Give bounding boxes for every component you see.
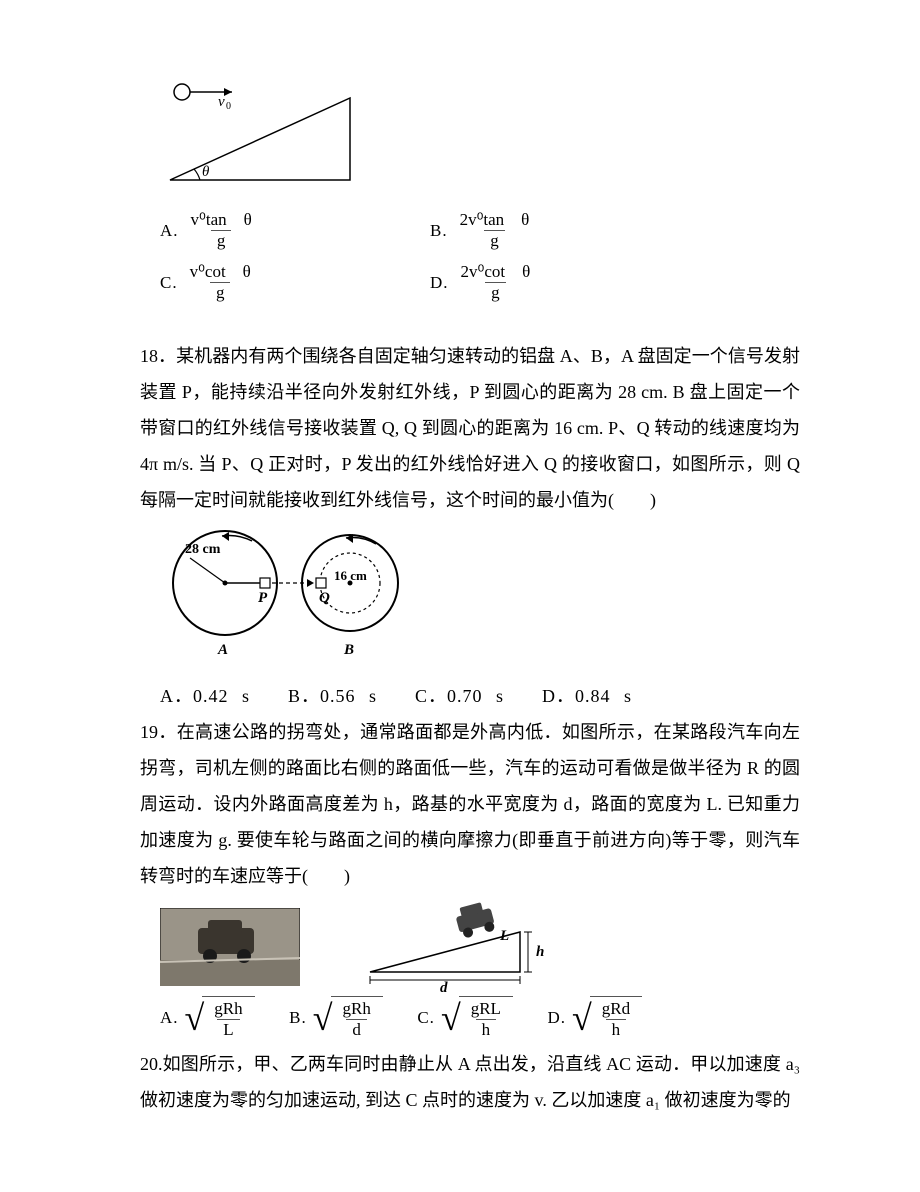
option-label: B. xyxy=(289,1001,307,1035)
q17-options-row2: C. v⁰cot θ g D. 2v⁰cot θ g xyxy=(160,262,800,304)
svg-text:P: P xyxy=(258,590,268,606)
denominator: h xyxy=(606,1019,627,1040)
q18-text: 18．某机器内有两个围绕各自固定轴匀速转动的铝盘 A、B，A 盘固定一个信号发射… xyxy=(140,338,800,518)
numerator: 2v⁰cot θ xyxy=(455,262,537,282)
option-label: C. xyxy=(417,1001,435,1035)
svg-text:L: L xyxy=(499,928,509,944)
svg-text:θ: θ xyxy=(202,164,210,180)
sqrt-icon: √ xyxy=(441,1000,461,1045)
q19-option-B: B. √ gRh d xyxy=(289,996,383,1041)
option-label: D. xyxy=(430,266,449,300)
sqrt-icon: √ xyxy=(572,1000,592,1045)
q18-option-B: B．0.56 s xyxy=(288,686,377,706)
fraction: v⁰cot θ g xyxy=(184,262,257,304)
option-label: B. xyxy=(430,214,448,248)
svg-text:A: A xyxy=(217,642,228,658)
sqrt: √ gRh L xyxy=(185,996,255,1041)
q17-option-A: A. v⁰tan θ g xyxy=(160,210,430,252)
sqrt: √ gRL h xyxy=(441,996,513,1041)
q17-option-B: B. 2v⁰tan θ g xyxy=(430,210,700,252)
q19-option-A: A. √ gRh L xyxy=(160,996,255,1041)
numerator: v⁰tan θ xyxy=(185,210,258,230)
option-label: A. xyxy=(160,214,179,248)
q19-body: 在高速公路的拐弯处，通常路面都是外高内低．如图所示，在某路段汽车向左拐弯，司机左… xyxy=(140,722,800,886)
numerator: gRh xyxy=(208,999,248,1019)
q19-options: A. √ gRh L B. √ gRh d xyxy=(160,996,800,1041)
fraction: v⁰tan θ g xyxy=(185,210,258,252)
svg-text:28 cm: 28 cm xyxy=(185,542,221,557)
denominator: d xyxy=(346,1019,367,1040)
denominator: h xyxy=(476,1019,497,1040)
denominator: g xyxy=(210,282,231,303)
q20-text: 20.如图所示，甲、乙两车同时由静止从 A 点出发，沿直线 AC 运动．甲以加速… xyxy=(140,1046,800,1118)
denominator: g xyxy=(485,282,506,303)
numerator: gRL xyxy=(465,999,507,1019)
q17-option-C: C. v⁰cot θ g xyxy=(160,262,430,304)
sqrt-icon: √ xyxy=(185,1000,205,1045)
q19-incline-svg: L h d xyxy=(360,902,570,992)
q19-number: 19． xyxy=(140,722,177,742)
svg-text:d: d xyxy=(440,980,448,992)
page: v 0 θ A. v⁰tan θ g B. 2v⁰tan θ g C. xyxy=(0,0,920,1192)
sqrt: √ gRh d xyxy=(313,996,383,1041)
q19-figures: L h d xyxy=(160,902,800,992)
q19-option-D: D. √ gRd h xyxy=(547,996,642,1041)
svg-text:v: v xyxy=(218,94,225,110)
q18-figure: P 28 cm A Q 16 cm B xyxy=(160,528,800,670)
q20-number: 20. xyxy=(140,1054,163,1074)
svg-text:0: 0 xyxy=(226,101,231,112)
q18-options: A．0.42 s B．0.56 s C．0.70 s D．0.84 s xyxy=(160,678,800,714)
q18-option-C: C．0.70 s xyxy=(415,686,504,706)
fraction: 2v⁰tan θ g xyxy=(454,210,536,252)
fraction: 2v⁰cot θ g xyxy=(455,262,537,304)
q18-body: 某机器内有两个围绕各自固定轴匀速转动的铝盘 A、B，A 盘固定一个信号发射装置 … xyxy=(140,346,800,510)
q17-figure: v 0 θ xyxy=(160,80,800,202)
denominator: g xyxy=(211,230,232,251)
q18-number: 18． xyxy=(140,346,176,366)
svg-text:Q: Q xyxy=(319,590,330,606)
q20-body: 如图所示，甲、乙两车同时由静止从 A 点出发，沿直线 AC 运动．甲以加速度 a… xyxy=(140,1054,800,1110)
option-label: D. xyxy=(547,1001,566,1035)
sqrt-icon: √ xyxy=(313,1000,333,1045)
svg-text:B: B xyxy=(343,642,354,658)
numerator: v⁰cot θ xyxy=(184,262,257,282)
q19-photo xyxy=(160,908,300,986)
q19-option-C: C. √ gRL h xyxy=(417,996,513,1041)
q18-disks-svg: P 28 cm A Q 16 cm B xyxy=(160,528,430,658)
svg-text:h: h xyxy=(536,944,544,960)
q18-option-A: A．0.42 s xyxy=(160,686,250,706)
q17-options-row1: A. v⁰tan θ g B. 2v⁰tan θ g xyxy=(160,210,800,252)
q17-option-D: D. 2v⁰cot θ g xyxy=(430,262,700,304)
q19-text: 19．在高速公路的拐弯处，通常路面都是外高内低．如图所示，在某路段汽车向左拐弯，… xyxy=(140,714,800,894)
q17-triangle-svg: v 0 θ xyxy=(160,80,370,190)
denominator: g xyxy=(484,230,505,251)
svg-text:16 cm: 16 cm xyxy=(334,568,367,583)
denominator: L xyxy=(217,1019,239,1040)
option-label: C. xyxy=(160,266,178,300)
q18-option-D: D．0.84 s xyxy=(542,686,632,706)
option-label: A. xyxy=(160,1001,179,1035)
numerator: gRd xyxy=(596,999,636,1019)
numerator: 2v⁰tan θ xyxy=(454,210,536,230)
sqrt: √ gRd h xyxy=(572,996,642,1041)
numerator: gRh xyxy=(337,999,377,1019)
